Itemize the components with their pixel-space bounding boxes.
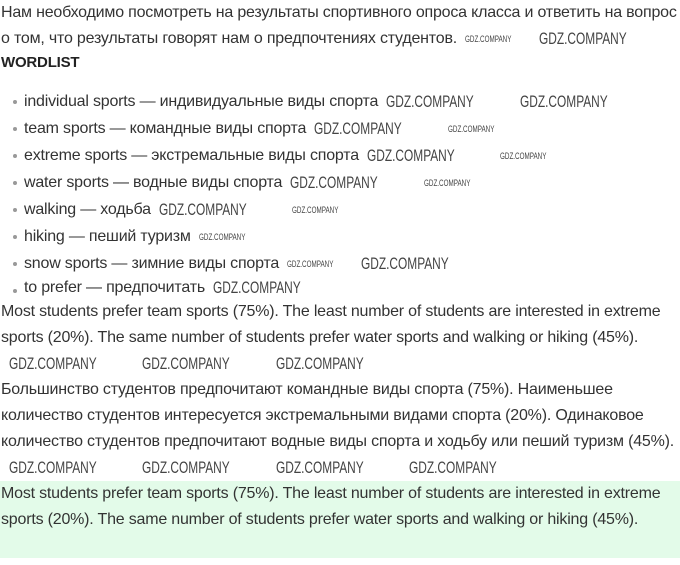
watermark: GDZ.COMPANY [290, 172, 378, 192]
watermark: GDZ.COMPANY [212, 277, 301, 297]
list-item-text: to prefer — предпочитать [24, 279, 205, 296]
wordlist: individual sports — индивидуальные виды … [0, 88, 680, 299]
answer-english-text: Most students prefer team sports (75%). … [1, 303, 661, 346]
watermark: GDZ.COMPANY [9, 457, 97, 477]
watermark: GDZ.COMPANY [539, 28, 628, 48]
highlighted-answer-box: Most students prefer team sports (75%). … [0, 481, 680, 558]
list-item-text: snow sports — зимние виды спорта [24, 255, 280, 272]
list-item-text: walking — ходьба [24, 201, 151, 218]
watermark: GDZ.COMPANY [287, 258, 334, 269]
watermark: GDZ.COMPANY [275, 457, 364, 477]
watermark: GDZ.COMPANY [198, 231, 246, 242]
list-item-text: individual sports — индивидуальные виды … [24, 93, 379, 110]
list-item-text: extreme sports — экстремальные виды спор… [24, 147, 359, 164]
list-item: team sports — командные виды спорта GDZ.C… [0, 115, 680, 142]
watermark: GDZ.COMPANY [361, 253, 450, 273]
list-item: extreme sports — экстремальные виды спор… [0, 142, 680, 169]
watermark: GDZ.COMPANY [314, 118, 402, 138]
watermark: GDZ.COMPANY [292, 204, 339, 215]
watermark: GDZ.COMPANY [366, 145, 455, 165]
wordlist-title: WORDLIST [1, 54, 80, 71]
watermark: GDZ.COMPANY [386, 91, 474, 111]
watermark: GDZ.COMPANY [519, 91, 608, 111]
watermark: GDZ.COMPANY [408, 457, 497, 477]
list-item: water sports — водные виды спорта GDZ.COM… [0, 169, 680, 196]
answer-highlight: Most students prefer team sports (75%). … [1, 485, 661, 528]
list-item: walking — ходьба GDZ.COMPANY GDZ.COMPANY [0, 196, 680, 223]
watermark: GDZ.COMPANY [9, 353, 97, 373]
watermark: GDZ.COMPANY [423, 177, 470, 188]
watermark: GDZ.COMPANY [465, 33, 512, 44]
list-item: hiking — пеший туризм GDZ.COMPANY [0, 223, 680, 250]
watermark: GDZ.COMPANY [142, 353, 231, 373]
list-item: snow sports — зимние виды спорта GDZ.COMP… [0, 250, 680, 277]
list-item: individual sports — индивидуальные виды … [0, 88, 680, 115]
intro-paragraph: Нам необходимо посмотреть на результаты … [0, 0, 679, 52]
watermark: GDZ.COMPANY [158, 199, 247, 219]
list-item-text: water sports — водные виды спорта [24, 174, 283, 191]
watermark: GDZ.COMPANY [275, 353, 364, 373]
answer-russian-text: Большинство студентов предпочитают коман… [1, 381, 674, 450]
list-item-text: hiking — пеший туризм [24, 228, 191, 245]
watermark: GDZ.COMPANY [447, 123, 494, 134]
answer-russian: Большинство студентов предпочитают коман… [0, 377, 679, 481]
answer-english: Most students prefer team sports (75%). … [0, 299, 679, 377]
intro-text: Нам необходимо посмотреть на результаты … [1, 4, 677, 47]
list-item-text: team sports — командные виды спорта [24, 120, 307, 137]
watermark: GDZ.COMPANY [142, 457, 231, 477]
watermark: GDZ.COMPANY [500, 150, 547, 161]
list-item: to prefer — предпочитать GDZ.COMPANY [0, 277, 680, 299]
